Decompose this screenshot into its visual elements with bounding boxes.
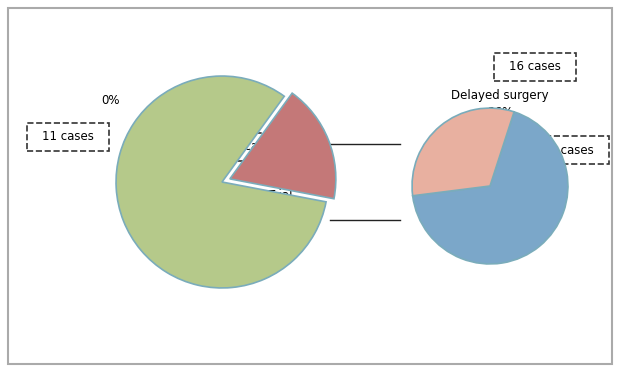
Text: immediate
surgery
18%: immediate surgery 18% — [133, 151, 197, 198]
Text: Delayed surgery
26%: Delayed surgery 26% — [451, 89, 549, 119]
Text: 0%: 0% — [100, 93, 119, 106]
Text: conservative
managment
Trial
82%: conservative managment Trial 82% — [242, 155, 318, 219]
FancyBboxPatch shape — [211, 133, 293, 161]
Text: successful
conservative
management
56%: successful conservative management 56% — [432, 145, 512, 209]
Wedge shape — [412, 108, 514, 196]
Text: 16 cases: 16 cases — [509, 61, 561, 74]
Wedge shape — [230, 93, 336, 199]
FancyBboxPatch shape — [27, 123, 109, 151]
Wedge shape — [116, 76, 326, 288]
FancyBboxPatch shape — [494, 53, 576, 81]
Text: 11 cases: 11 cases — [42, 131, 94, 144]
FancyBboxPatch shape — [527, 136, 609, 164]
Text: 50 cases: 50 cases — [226, 141, 278, 154]
Wedge shape — [413, 112, 568, 264]
Text: 34 cases: 34 cases — [542, 144, 594, 157]
